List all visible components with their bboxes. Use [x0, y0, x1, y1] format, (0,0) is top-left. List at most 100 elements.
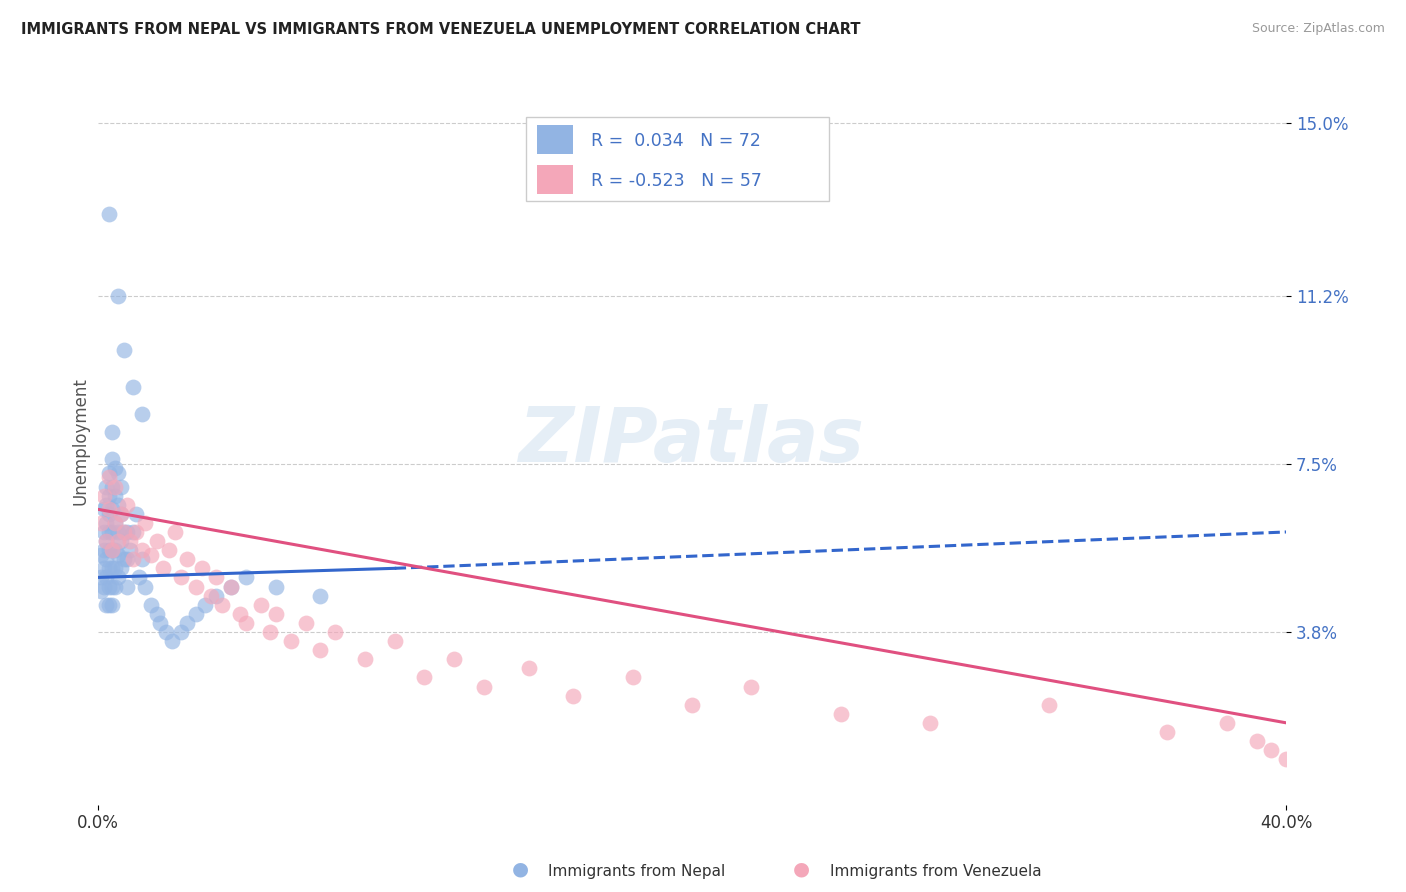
- Point: [98, 598, 121, 612]
- Point: [184, 607, 207, 621]
- Point: [131, 552, 153, 566]
- Point: [98, 207, 121, 221]
- Text: Immigrants from Venezuela: Immigrants from Venezuela: [830, 863, 1042, 879]
- Text: ●: ●: [793, 860, 810, 879]
- Point: [93, 502, 115, 516]
- Point: [354, 652, 377, 666]
- Point: [110, 507, 132, 521]
- Point: [110, 507, 132, 521]
- Point: [264, 607, 287, 621]
- Point: [122, 524, 145, 539]
- Point: [193, 598, 215, 612]
- Point: [309, 643, 332, 657]
- Point: [131, 543, 153, 558]
- Bar: [526, 118, 828, 201]
- Point: [229, 607, 252, 621]
- Point: [104, 543, 127, 558]
- Point: [107, 548, 129, 562]
- Text: R = -0.523   N = 57: R = -0.523 N = 57: [591, 171, 762, 190]
- Point: [200, 589, 222, 603]
- Point: [107, 570, 129, 584]
- Point: [176, 615, 198, 630]
- Point: [155, 624, 177, 639]
- Point: [413, 670, 436, 684]
- Point: [681, 698, 703, 712]
- Point: [110, 479, 132, 493]
- Point: [211, 598, 233, 612]
- Point: [96, 534, 118, 549]
- Y-axis label: Unemployment: Unemployment: [72, 377, 89, 505]
- Point: [104, 461, 127, 475]
- Text: ●: ●: [512, 860, 529, 879]
- Point: [104, 489, 127, 503]
- Point: [98, 466, 121, 480]
- Point: [98, 470, 121, 484]
- Point: [740, 680, 762, 694]
- Point: [139, 598, 162, 612]
- Point: [170, 570, 193, 584]
- Point: [221, 580, 243, 594]
- Point: [93, 561, 115, 575]
- Point: [190, 561, 212, 575]
- Point: [205, 570, 228, 584]
- Point: [93, 489, 115, 503]
- Point: [101, 502, 124, 516]
- Point: [98, 502, 121, 516]
- Point: [235, 615, 257, 630]
- Point: [146, 607, 169, 621]
- Point: [93, 543, 115, 558]
- Point: [1275, 752, 1298, 766]
- Point: [90, 570, 112, 584]
- Point: [120, 543, 142, 558]
- Point: [101, 561, 124, 575]
- Point: [98, 580, 121, 594]
- Point: [90, 548, 112, 562]
- Text: R =  0.034   N = 72: R = 0.034 N = 72: [591, 132, 761, 150]
- Point: [120, 534, 142, 549]
- Text: ZIPatlas: ZIPatlas: [519, 404, 865, 478]
- Point: [101, 452, 124, 467]
- Point: [117, 524, 139, 539]
- Point: [101, 543, 124, 558]
- Point: [96, 570, 118, 584]
- Text: Source: ZipAtlas.com: Source: ZipAtlas.com: [1251, 22, 1385, 36]
- Point: [176, 552, 198, 566]
- Text: Immigrants from Nepal: Immigrants from Nepal: [548, 863, 725, 879]
- Point: [146, 534, 169, 549]
- Point: [1156, 725, 1178, 739]
- Point: [101, 598, 124, 612]
- Point: [163, 524, 186, 539]
- Point: [107, 466, 129, 480]
- Point: [323, 624, 346, 639]
- Point: [830, 706, 852, 721]
- Point: [101, 524, 124, 539]
- Point: [98, 561, 121, 575]
- Point: [98, 507, 121, 521]
- Point: [125, 524, 148, 539]
- Point: [309, 589, 332, 603]
- Point: [104, 479, 127, 493]
- Point: [134, 516, 156, 530]
- Point: [90, 516, 112, 530]
- Point: [107, 534, 129, 549]
- Point: [562, 689, 585, 703]
- Point: [110, 534, 132, 549]
- Point: [184, 580, 207, 594]
- Point: [107, 498, 129, 512]
- Point: [221, 580, 243, 594]
- Point: [1260, 743, 1282, 757]
- Point: [112, 524, 135, 539]
- Point: [134, 580, 156, 594]
- Point: [101, 580, 124, 594]
- Point: [918, 715, 941, 730]
- Point: [96, 516, 118, 530]
- Point: [294, 615, 316, 630]
- Bar: [537, 125, 574, 153]
- Point: [96, 552, 118, 566]
- Point: [110, 561, 132, 575]
- Point: [122, 379, 145, 393]
- Point: [157, 543, 180, 558]
- Point: [104, 516, 127, 530]
- Point: [96, 534, 118, 549]
- Point: [107, 288, 129, 302]
